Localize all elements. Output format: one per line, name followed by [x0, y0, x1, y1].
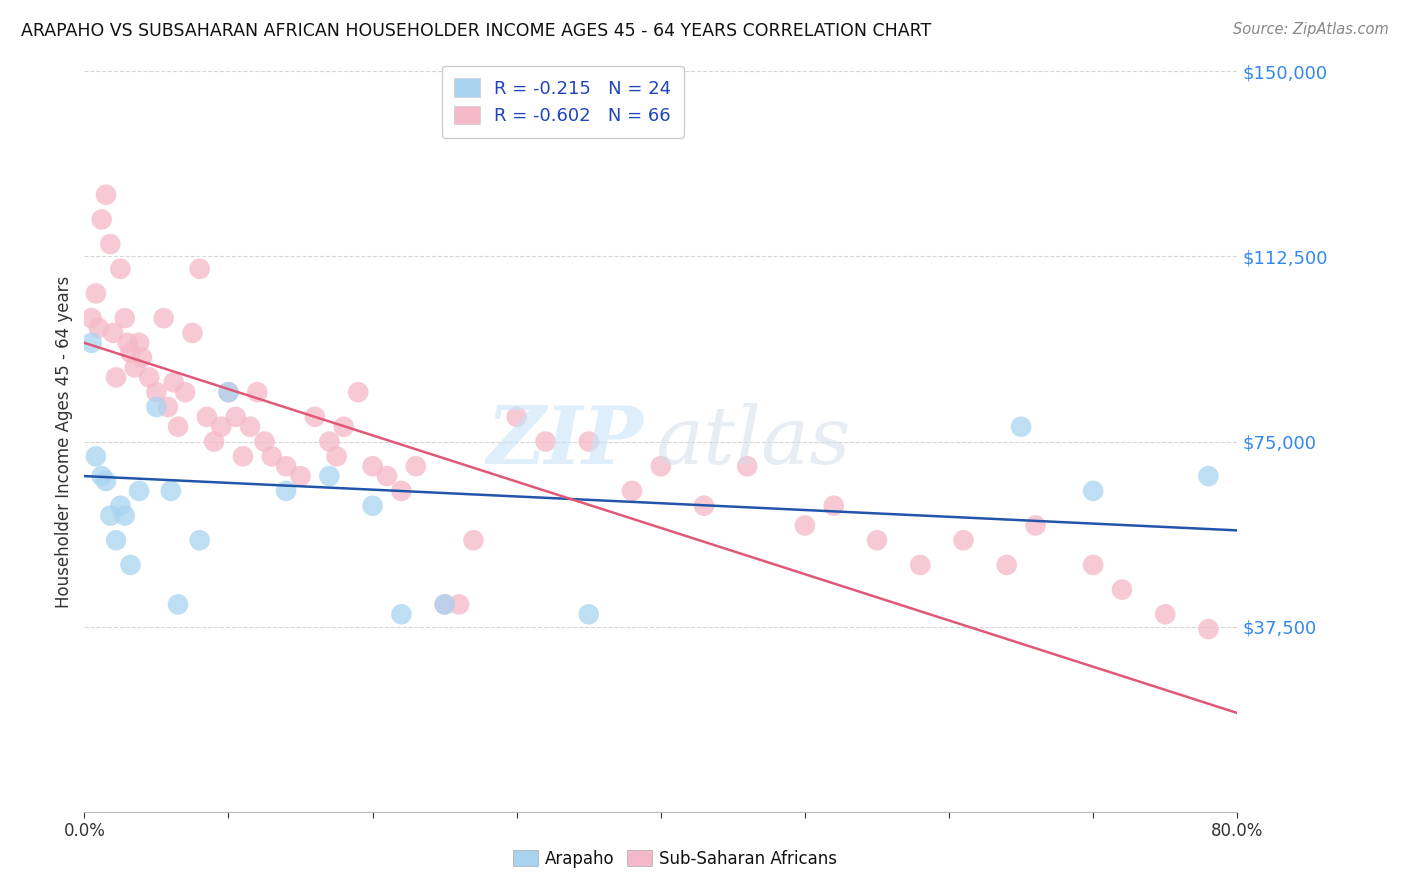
Point [131, 351, 153, 365]
Point [120, 558, 142, 572]
Point [1083, 558, 1105, 572]
Point [578, 607, 600, 622]
Point [433, 598, 456, 612]
Point [160, 483, 183, 498]
Point [188, 533, 211, 548]
Text: ARAPAHO VS SUBSAHARAN AFRICAN HOUSEHOLDER INCOME AGES 45 - 64 YEARS CORRELATION : ARAPAHO VS SUBSAHARAN AFRICAN HOUSEHOLDE… [21, 22, 931, 40]
Point [128, 335, 150, 350]
Point [325, 450, 347, 464]
Point [621, 483, 644, 498]
Point [952, 533, 974, 548]
Point [124, 360, 146, 375]
Point [156, 400, 179, 414]
Text: atlas: atlas [655, 403, 851, 480]
Point [866, 533, 889, 548]
Point [433, 598, 456, 612]
Point [128, 483, 150, 498]
Point [391, 607, 413, 622]
Point [361, 499, 384, 513]
Point [910, 558, 932, 572]
Point [650, 459, 672, 474]
Point [1198, 622, 1220, 636]
Point [276, 459, 298, 474]
Point [1010, 419, 1032, 434]
Point [90, 212, 112, 227]
Point [225, 409, 247, 424]
Point [347, 385, 370, 400]
Point [87, 321, 110, 335]
Point [1111, 582, 1133, 597]
Point [145, 400, 167, 414]
Point [167, 419, 190, 434]
Point [84, 450, 107, 464]
Y-axis label: Householder Income Ages 45 - 64 years: Householder Income Ages 45 - 64 years [55, 276, 73, 607]
Point [290, 469, 312, 483]
Point [84, 286, 107, 301]
Point [209, 419, 232, 434]
Point [304, 409, 326, 424]
Point [188, 261, 211, 276]
Point [578, 434, 600, 449]
Point [80, 335, 103, 350]
Point [375, 469, 398, 483]
Point [105, 533, 128, 548]
Point [174, 385, 197, 400]
Text: ZIP: ZIP [486, 403, 644, 480]
Point [218, 385, 240, 400]
Point [145, 385, 167, 400]
Point [1154, 607, 1177, 622]
Point [995, 558, 1018, 572]
Point [276, 483, 298, 498]
Point [318, 469, 340, 483]
Point [167, 598, 190, 612]
Point [120, 345, 142, 359]
Point [246, 385, 269, 400]
Point [693, 499, 716, 513]
Point [534, 434, 557, 449]
Point [794, 518, 817, 533]
Point [449, 598, 471, 612]
Point [260, 450, 283, 464]
Point [333, 419, 356, 434]
Point [391, 483, 413, 498]
Point [105, 370, 128, 384]
Point [152, 311, 174, 326]
Point [232, 450, 254, 464]
Point [110, 499, 132, 513]
Point [1083, 483, 1105, 498]
Point [98, 508, 121, 523]
Point [80, 311, 103, 326]
Point [506, 409, 529, 424]
Point [163, 376, 186, 390]
Point [117, 335, 139, 350]
Point [195, 409, 218, 424]
Legend: R = -0.215   N = 24, R = -0.602   N = 66: R = -0.215 N = 24, R = -0.602 N = 66 [441, 66, 683, 137]
Point [318, 434, 340, 449]
Point [94, 474, 117, 488]
Point [823, 499, 845, 513]
Point [737, 459, 759, 474]
Point [218, 385, 240, 400]
Point [463, 533, 485, 548]
Point [202, 434, 225, 449]
Point [90, 469, 112, 483]
Point [98, 237, 121, 252]
Point [405, 459, 427, 474]
Point [94, 187, 117, 202]
Legend: Arapaho, Sub-Saharan Africans: Arapaho, Sub-Saharan Africans [506, 844, 844, 875]
Point [181, 326, 204, 340]
Point [110, 261, 132, 276]
Point [239, 419, 262, 434]
Text: Source: ZipAtlas.com: Source: ZipAtlas.com [1233, 22, 1389, 37]
Point [253, 434, 276, 449]
Point [114, 311, 136, 326]
Point [361, 459, 384, 474]
Point [1025, 518, 1047, 533]
Point [1198, 469, 1220, 483]
Point [138, 370, 160, 384]
Point [103, 326, 124, 340]
Point [114, 508, 136, 523]
